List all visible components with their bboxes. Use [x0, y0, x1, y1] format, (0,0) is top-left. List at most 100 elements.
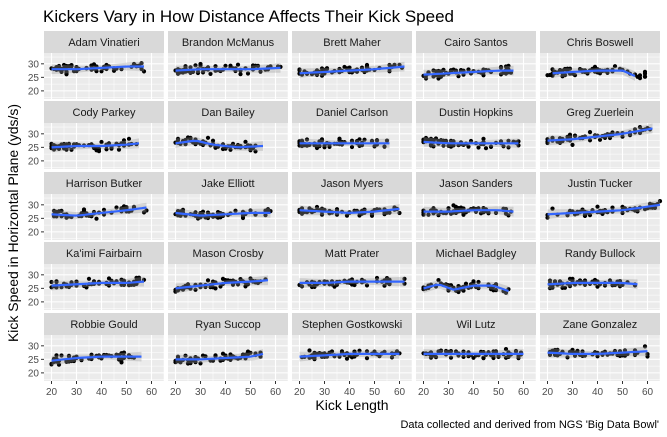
- facet-strip: [540, 31, 660, 53]
- data-point: [493, 210, 499, 215]
- data-point: [503, 355, 509, 360]
- data-point: [436, 278, 441, 283]
- data-point: [317, 144, 322, 149]
- data-point: [238, 72, 243, 77]
- facet-label: Ryan Succop: [195, 319, 260, 331]
- chart-caption: Data collected and derived from NGS 'Big…: [400, 419, 659, 431]
- facet-strip: [44, 101, 164, 123]
- data-point: [334, 282, 340, 287]
- data-point: [64, 215, 69, 220]
- data-point: [223, 63, 228, 68]
- data-point: [466, 354, 471, 359]
- y-tick-label: 20: [28, 227, 40, 238]
- data-point: [612, 64, 618, 69]
- chart-title: Kickers Vary in How Distance Affects The…: [43, 7, 454, 26]
- facet-panel: Mason Crosby: [168, 242, 289, 310]
- x-tick-label: 40: [592, 387, 604, 398]
- data-point: [109, 146, 114, 151]
- smooth-confidence-band: [299, 349, 400, 362]
- facet-panel: Jason Myers: [292, 172, 413, 240]
- panel-background: [168, 53, 288, 99]
- facet-panel: Jason Sanders: [416, 172, 537, 240]
- facet-label: Mason Crosby: [193, 248, 264, 260]
- data-point: [198, 361, 203, 366]
- data-point: [220, 351, 226, 356]
- data-point: [208, 71, 213, 76]
- x-tick-label: 20: [46, 387, 58, 398]
- data-point: [645, 354, 650, 359]
- facet-label: Adam Vinatieri: [68, 37, 139, 49]
- data-point: [567, 208, 573, 213]
- smooth-trend-line: [299, 207, 400, 215]
- data-point: [572, 73, 578, 78]
- facet-panel: Justin Tucker: [540, 172, 663, 240]
- data-point: [357, 137, 362, 142]
- data-point: [607, 278, 613, 283]
- x-tick-label: 40: [344, 387, 356, 398]
- data-point: [99, 139, 104, 145]
- facet-strip: [168, 101, 288, 123]
- facet-label: Dustin Hopkins: [439, 107, 513, 119]
- data-point: [228, 147, 233, 152]
- data-point: [580, 349, 585, 354]
- facet-panel: Brandon McManus: [168, 31, 289, 99]
- data-point: [595, 284, 600, 289]
- x-tick-label: 50: [369, 387, 381, 398]
- smooth-trend-line: [175, 352, 264, 361]
- data-point: [134, 275, 139, 280]
- facet-label: Justin Tucker: [568, 178, 633, 190]
- facet-panel: Ryan Succop: [168, 313, 289, 381]
- data-point: [463, 281, 469, 286]
- data-point: [441, 143, 446, 148]
- data-point: [362, 69, 367, 75]
- data-point: [299, 211, 305, 216]
- data-point: [506, 145, 511, 150]
- data-point: [382, 144, 387, 149]
- data-point: [513, 348, 519, 354]
- facet-panel: Zane Gonzalez: [540, 313, 661, 381]
- y-tick-label: 30: [28, 59, 40, 70]
- data-point: [106, 276, 112, 281]
- facet-strip: [168, 313, 288, 335]
- smooth-confidence-band: [547, 278, 638, 290]
- x-axis-label: Kick Length: [315, 397, 388, 413]
- data-point: [428, 143, 434, 148]
- facet-label: Dan Bailey: [201, 107, 255, 119]
- data-point: [605, 70, 610, 75]
- data-point: [69, 63, 74, 68]
- smooth-trend-line: [175, 279, 269, 290]
- data-point: [205, 215, 211, 221]
- data-point: [238, 277, 243, 282]
- x-tick-label: 50: [121, 387, 133, 398]
- data-point: [384, 138, 390, 143]
- data-point: [213, 64, 218, 69]
- y-tick-label: 30: [28, 200, 40, 211]
- data-point: [119, 360, 124, 365]
- facet-panel: Matt Prater: [292, 242, 413, 310]
- data-point: [357, 143, 362, 148]
- data-point: [59, 208, 64, 213]
- data-point: [200, 70, 206, 75]
- data-point: [245, 71, 251, 76]
- facet-label: Michael Badgley: [436, 248, 517, 260]
- facet-label: Chris Boswell: [567, 37, 634, 49]
- data-point: [516, 356, 521, 361]
- facet-panels: Adam Vinatieri Brandon McManus Brett Maher…: [44, 31, 663, 381]
- data-point: [198, 61, 203, 67]
- data-point: [642, 344, 648, 349]
- data-point: [175, 136, 181, 141]
- x-tick-label: 40: [96, 387, 108, 398]
- y-axis-label: Kick Speed in Horizontal Plane (yds/s): [5, 104, 21, 342]
- data-point: [114, 205, 119, 210]
- data-point: [297, 67, 302, 72]
- data-point: [205, 210, 211, 215]
- data-point: [657, 199, 663, 204]
- facet-strip: [44, 242, 164, 264]
- data-point: [69, 280, 74, 285]
- data-point: [426, 212, 431, 217]
- x-tick-label: 60: [394, 387, 406, 398]
- data-point: [248, 208, 253, 213]
- data-point: [635, 209, 640, 214]
- data-point: [248, 276, 253, 281]
- data-point: [471, 280, 476, 285]
